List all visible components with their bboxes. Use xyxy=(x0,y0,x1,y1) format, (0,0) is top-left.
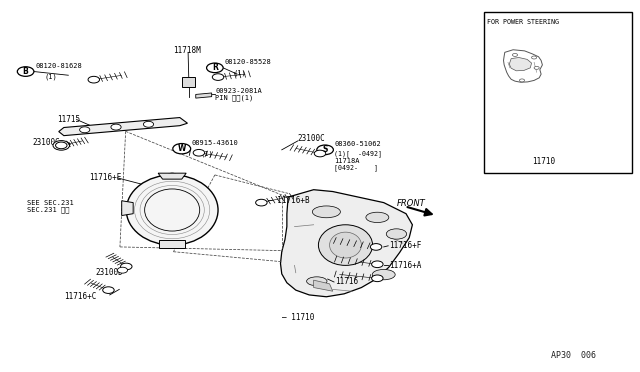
Polygon shape xyxy=(280,190,412,297)
Circle shape xyxy=(513,54,518,57)
Polygon shape xyxy=(314,280,333,291)
Ellipse shape xyxy=(307,277,327,286)
Circle shape xyxy=(102,287,114,294)
Bar xyxy=(182,77,195,87)
Text: 11718M: 11718M xyxy=(173,46,201,55)
Polygon shape xyxy=(509,58,532,71)
Text: 23100C: 23100C xyxy=(298,134,326,142)
Circle shape xyxy=(207,63,223,73)
Text: 08120-85528: 08120-85528 xyxy=(225,59,271,65)
Text: 08120-81628: 08120-81628 xyxy=(35,63,82,69)
Circle shape xyxy=(143,121,154,127)
Circle shape xyxy=(372,261,383,267)
Text: PIN ピン(1): PIN ピン(1) xyxy=(216,94,253,101)
Text: 11716+F: 11716+F xyxy=(389,241,421,250)
Text: 08360-51062: 08360-51062 xyxy=(334,141,381,147)
Text: ― 11710: ― 11710 xyxy=(282,312,314,321)
Ellipse shape xyxy=(366,212,389,222)
Text: W: W xyxy=(177,144,186,153)
Circle shape xyxy=(79,127,90,133)
Circle shape xyxy=(520,79,525,82)
Circle shape xyxy=(255,199,267,206)
Text: [0492-    ]: [0492- ] xyxy=(334,164,378,170)
Text: FRONT: FRONT xyxy=(396,199,425,208)
Circle shape xyxy=(314,150,326,157)
Ellipse shape xyxy=(126,175,218,245)
Circle shape xyxy=(167,173,177,179)
Circle shape xyxy=(534,66,540,69)
Text: 23100D: 23100D xyxy=(96,268,124,277)
Text: 11716+C: 11716+C xyxy=(64,292,96,301)
Ellipse shape xyxy=(330,232,362,258)
Text: FOR POWER STEERING: FOR POWER STEERING xyxy=(487,19,559,25)
Ellipse shape xyxy=(319,225,372,265)
Circle shape xyxy=(371,244,382,250)
Text: (1): (1) xyxy=(200,150,213,157)
Text: SEE SEC.231: SEE SEC.231 xyxy=(27,200,74,206)
Polygon shape xyxy=(158,173,186,179)
Text: 11716: 11716 xyxy=(335,278,358,286)
Text: AP30  006: AP30 006 xyxy=(550,350,596,360)
Circle shape xyxy=(532,56,537,59)
Ellipse shape xyxy=(312,206,340,218)
Text: 11710: 11710 xyxy=(532,157,556,166)
Text: B: B xyxy=(23,67,28,76)
Text: (1): (1) xyxy=(234,70,247,76)
Circle shape xyxy=(193,150,205,156)
Circle shape xyxy=(58,143,65,148)
Polygon shape xyxy=(196,93,212,98)
Circle shape xyxy=(372,275,383,282)
Circle shape xyxy=(56,142,67,149)
Text: 23100G: 23100G xyxy=(32,138,60,147)
Circle shape xyxy=(117,267,127,273)
Polygon shape xyxy=(122,201,133,215)
Circle shape xyxy=(317,145,333,155)
Polygon shape xyxy=(159,240,185,248)
Circle shape xyxy=(212,74,224,80)
Text: 11716+A: 11716+A xyxy=(389,261,421,270)
Circle shape xyxy=(111,124,121,130)
Text: R: R xyxy=(212,63,218,72)
Circle shape xyxy=(173,144,191,154)
Polygon shape xyxy=(59,118,188,136)
Text: S: S xyxy=(323,145,328,154)
Circle shape xyxy=(120,263,132,270)
Text: (1): (1) xyxy=(45,73,58,80)
Circle shape xyxy=(164,205,180,215)
Text: 00923-2081A: 00923-2081A xyxy=(216,88,262,94)
Bar xyxy=(484,13,632,173)
Text: 11715: 11715 xyxy=(58,115,81,124)
Ellipse shape xyxy=(372,269,395,280)
Circle shape xyxy=(53,141,70,150)
Circle shape xyxy=(17,67,34,76)
Text: 08915-43610: 08915-43610 xyxy=(191,140,238,146)
Text: 11718A: 11718A xyxy=(334,157,360,164)
Text: ― 11716+B: ― 11716+B xyxy=(268,196,309,205)
Text: 11716+E: 11716+E xyxy=(90,173,122,182)
Ellipse shape xyxy=(387,229,406,239)
Ellipse shape xyxy=(188,192,214,212)
Text: SEC.231 備書: SEC.231 備書 xyxy=(27,206,69,212)
Text: (1)[  -0492]: (1)[ -0492] xyxy=(334,151,382,157)
Circle shape xyxy=(167,241,177,247)
Circle shape xyxy=(88,76,100,83)
